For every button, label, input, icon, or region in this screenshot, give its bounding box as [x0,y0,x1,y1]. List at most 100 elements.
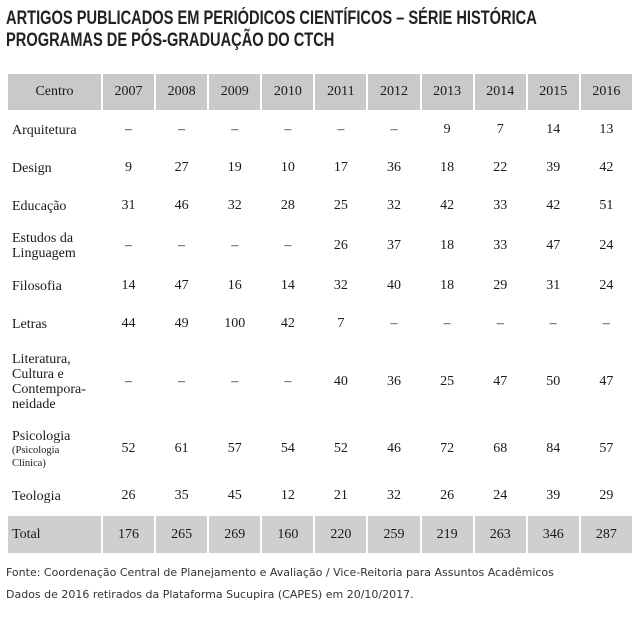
column-header: 2010 [260,72,316,112]
cell: 84 [525,420,581,478]
label-line: Filosofia [12,278,62,294]
row-label: Design [6,148,103,188]
label-line: Total [12,527,41,542]
label-line: Cultura e [12,367,64,382]
column-header: 2012 [366,72,422,112]
cell: 47 [578,342,635,422]
title-line: ARTIGOS PUBLICADOS EM PERIÓDICOS CIENTÍF… [6,8,537,29]
cell: 7 [472,110,528,150]
title-line: PROGRAMAS DE PÓS-GRADUAÇÃO DO CTCH [6,30,335,51]
column-header: 2015 [525,72,581,112]
cell: – [366,110,422,150]
column-header: 2008 [154,72,210,112]
cell: 33 [472,186,528,226]
cell: 9 [419,110,475,150]
cell: – [260,224,316,268]
cell: 265 [154,514,210,553]
cell: 68 [472,420,528,478]
table: Centro 2007 2008 2009 2010 2011 2012 2013 2014 20… [6,72,635,553]
cell: 17 [313,148,369,188]
cell: 32 [207,186,263,226]
cell: 160 [260,514,316,553]
cell: 33 [472,224,528,268]
cell: – [525,304,581,344]
table-row: Letras 44 49 100 42 7– – – – – [6,304,635,344]
column-header: 2009 [207,72,263,112]
cell: 259 [366,514,422,553]
cell: 50 [525,342,581,422]
table-row: Estudos da Linguagem – – – –26 37 18 33 47 24 [6,224,635,268]
cell: 26 [419,476,475,516]
table-row: Psicologia (Psicologia Clínica) 52 61 57 54 52 4… [6,420,635,478]
cell: 51 [578,186,635,226]
cell: 42 [525,186,581,226]
header-row: Centro 2007 2008 2009 2010 2011 2012 2013 2014 20… [6,72,635,112]
row-label: Total [6,514,103,553]
cell: 24 [578,266,635,306]
cell: 14 [260,266,316,306]
label-line: Contempora- [12,382,86,397]
cell: – [472,304,528,344]
row-label: Teologia [6,476,103,516]
cell: 22 [472,148,528,188]
table-row: Total 176 265 269 160 220 259 219 263 346 287 [6,514,635,553]
column-header: Centro [6,72,103,112]
cell: 14 [100,266,157,306]
cell: 25 [313,186,369,226]
cell: 16 [207,266,263,306]
column-header: 2011 [313,72,369,112]
cell: 27 [154,148,210,188]
cell: 346 [525,514,581,553]
cell: 47 [525,224,581,268]
cell: 40 [366,266,422,306]
cell: 26 [100,476,157,516]
cell: 32 [366,476,422,516]
footer-line: Dados de 2016 retirados da Plataforma Su… [6,588,414,601]
cell: 19 [207,148,263,188]
cell: 18 [419,266,475,306]
cell: 39 [525,476,581,516]
cell: – [207,224,263,268]
cell: 26 [313,224,369,268]
cell: 28 [260,186,316,226]
cell: – [419,304,475,344]
column-header: 2016 [578,72,635,112]
cell: 52 [100,420,157,478]
cell: 29 [472,266,528,306]
cell: – [154,224,210,268]
cell: 39 [525,148,581,188]
table-row: Arquitetura – – – – – –9 7 14 13 [6,110,635,150]
cell: – [154,342,210,422]
cell: 9 [100,148,157,188]
cell: 52 [313,420,369,478]
cell: 46 [154,186,210,226]
sublabel-line: (Psicologia [12,444,60,456]
cell: – [100,110,157,150]
label-line: Psicologia [12,428,71,444]
cell: – [260,342,316,422]
table-row: Design 9 27 19 10 17 36 18 22 39 42 [6,148,635,188]
table-row: Teologia 26 35 45 12 21 32 26 24 39 29 [6,476,635,516]
cell: – [260,110,316,150]
cell: 61 [154,420,210,478]
cell: 24 [578,224,635,268]
row-label: Psicologia (Psicologia Clínica) [6,420,103,478]
cell: 263 [472,514,528,553]
cell: 35 [154,476,210,516]
cell: 220 [313,514,369,553]
cell: 219 [419,514,475,553]
label-line: Teologia [12,488,61,504]
cell: 100 [207,304,263,344]
table-row: Educação 31 46 32 28 25 32 42 33 42 51 [6,186,635,226]
cell: – [100,342,157,422]
cell: 36 [366,148,422,188]
row-label: Estudos da Linguagem [6,224,103,268]
row-label: Literatura, Cultura e Contempora-neidade [6,342,103,422]
column-header: 2013 [419,72,475,112]
cell: 32 [313,266,369,306]
cell: 42 [419,186,475,226]
row-label: Letras [6,304,103,344]
sublabel-line: Clínica) [12,457,46,469]
cell: 21 [313,476,369,516]
cell: 47 [472,342,528,422]
